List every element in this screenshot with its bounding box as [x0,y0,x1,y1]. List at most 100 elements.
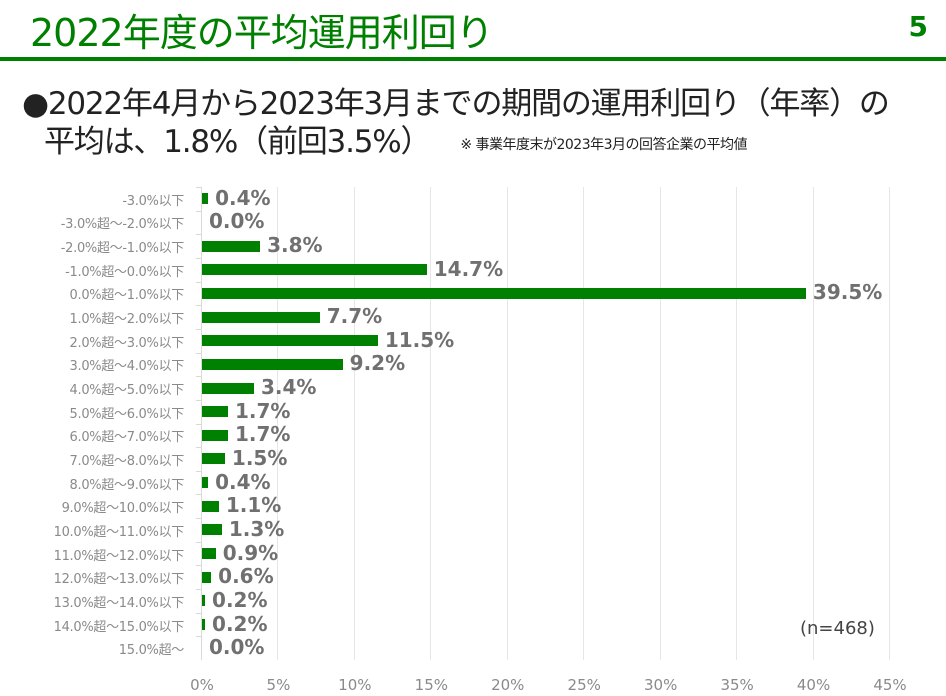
y-axis-tick [196,589,201,591]
x-tick-label: 40% [796,676,831,694]
x-tick-label: 45% [873,676,907,694]
y-axis-line [201,187,202,660]
bar [202,477,209,489]
bar [202,548,216,560]
summary-line-1: ●2022年4月から2023年3月までの期間の運用利回り（年率）の [22,86,890,122]
summary-line-2-text: 平均は、1.8%（前回3.5%） [44,124,432,160]
sample-size-label: (n=468) [800,618,875,639]
category-label: 5.0%超～6.0%以下 [69,406,185,422]
category-label: -1.0%超～0.0%以下 [65,264,184,280]
value-label: 3.8% [267,233,323,258]
value-label: 7.7% [326,304,383,329]
y-axis-tick [196,210,201,212]
gridline [889,187,890,660]
value-label: 1.1% [225,493,282,518]
category-label: 13.0%超～14.0%以下 [53,595,185,611]
y-axis-tick [196,518,201,520]
x-tick-label: 0% [190,676,214,694]
gridline [277,187,279,660]
summary-line-2: 平均は、1.8%（前回3.5%） ※ 事業年度末が2023年3月の回答企業の平均値 [44,116,748,161]
bar [202,240,261,252]
x-tick-label: 15% [414,676,448,694]
category-label: 1.0%超～2.0%以下 [69,312,185,328]
y-axis-tick [196,281,201,283]
bar [202,358,343,370]
bar [202,500,219,512]
category-label: 14.0%超～15.0%以下 [53,619,185,635]
bar [202,287,806,299]
category-label: -3.0%超～-2.0%以下 [60,217,185,233]
y-axis-tick [196,352,201,354]
y-axis-tick [196,234,201,236]
y-axis-tick [196,612,201,614]
value-label: 1.7% [234,422,291,447]
category-label: 6.0%超～7.0%以下 [69,430,185,446]
bar [202,524,222,536]
y-axis-tick [196,328,201,330]
category-label: 2.0%超～3.0%以下 [69,335,185,351]
gridline [353,187,355,660]
bar [202,453,225,465]
y-axis-tick [196,494,201,496]
category-label: 9.0%超～10.0%以下 [61,501,185,517]
bar [202,193,209,205]
y-axis-tick [196,305,201,307]
page-number: 5 [908,10,928,43]
value-label: 1.7% [234,398,291,423]
bar [202,429,228,441]
gridline [736,187,738,660]
value-label: 0.2% [212,611,268,636]
bar [202,571,212,583]
bar [202,595,206,607]
page-title: 2022年度の平均運用利回り [30,11,494,55]
x-tick-label: 10% [338,676,372,694]
bar [202,335,378,347]
value-label: 3.4% [260,375,317,400]
bar [202,406,228,418]
value-label: 14.7% [433,256,504,281]
category-label: -3.0%以下 [122,193,184,209]
x-tick-label: 30% [643,676,678,694]
y-axis-tick [196,447,201,449]
category-label: 7.0%超～8.0%以下 [69,453,185,469]
y-axis-tick [196,376,201,378]
value-label: 0.0% [209,209,265,234]
y-axis-tick [196,565,201,567]
y-axis-tick [196,541,201,543]
bar [202,264,427,276]
value-label: 1.3% [228,516,285,541]
bar [202,619,206,631]
y-axis-tick [196,423,201,425]
value-label: 0.9% [222,540,279,565]
value-label: 0.6% [218,564,274,589]
category-label: 4.0%超～5.0%以下 [69,383,185,399]
value-label: 39.5% [812,280,883,305]
gridline [659,187,661,660]
value-label: 11.5% [384,327,455,352]
value-label: 9.2% [349,351,406,376]
category-label: 10.0%超～11.0%以下 [53,524,185,540]
gridline [506,187,508,660]
value-label: 0.0% [209,635,265,660]
category-label: 3.0%超～4.0%以下 [69,359,185,375]
bar [202,311,320,323]
x-tick-label: 25% [567,676,601,694]
category-label: 15.0%超～ [118,643,185,659]
value-label: 1.5% [231,445,288,470]
category-label: 8.0%超～9.0%以下 [69,477,185,493]
category-label: 0.0%超～1.0%以下 [69,288,185,304]
x-tick-label: 5% [266,676,291,694]
x-tick-label: 35% [720,676,754,694]
x-tick-label: 20% [491,676,525,694]
y-axis-tick [196,470,201,472]
category-label: 12.0%超～13.0%以下 [53,572,185,588]
y-axis-tick [196,636,201,638]
y-axis-tick [196,257,201,259]
bar [202,382,254,394]
y-axis-tick [196,399,201,401]
value-label: 0.4% [215,185,271,210]
gridline [583,187,585,660]
category-label: -2.0%超～-1.0%以下 [60,241,185,257]
footnote: ※ 事業年度末が2023年3月の回答企業の平均値 [460,136,748,153]
